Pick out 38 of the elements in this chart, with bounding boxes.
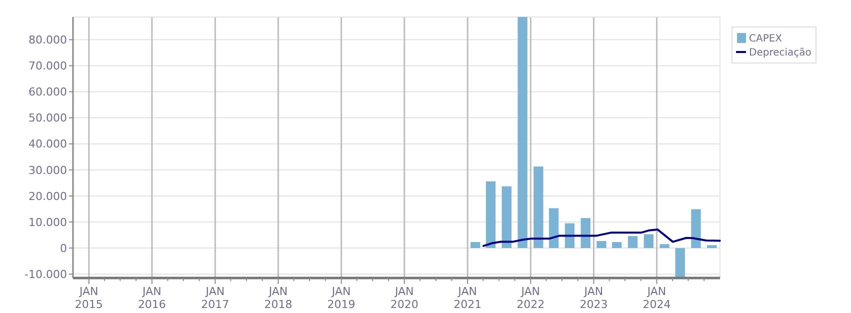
y-tick-label: 80.000 [28,34,67,47]
legend-label: CAPEX [749,34,782,44]
bar [628,236,638,248]
y-tick-label: 60.000 [28,86,67,99]
bar [644,234,654,248]
bar [518,17,528,248]
y-tick-label: 50.000 [28,112,67,125]
bar [502,186,512,248]
y-tick-label: 0 [60,242,67,255]
y-tick-label: 20.000 [28,190,67,203]
x-tick-label: JAN 2024 [642,285,671,311]
bar [580,218,590,248]
bar [660,244,670,248]
x-tick-label: JAN 2023 [580,285,608,311]
x-tick-label: JAN 2018 [264,285,292,311]
y-tick-label: 40.000 [28,138,67,151]
bar [596,241,606,248]
line-series [482,228,721,247]
x-tick-label: JAN 2020 [390,285,418,311]
x-tick-label: JAN 2017 [201,285,230,311]
x-tick-label: JAN 2015 [74,285,103,311]
bar [486,181,496,248]
bar [470,242,480,248]
y-tick-label: 10.000 [28,216,67,229]
legend-label: Depreciação [749,48,812,58]
x-tick-label: JAN 2016 [138,285,166,311]
bar [707,245,717,248]
y-tick-label: 70.000 [28,60,67,73]
bar [612,242,622,248]
y-tick-label: -10.000 [24,268,67,281]
bar [548,208,559,248]
bar [534,166,544,248]
bar [675,248,685,278]
x-tick-label: JAN 2019 [327,285,356,311]
y-tick-label: 30.000 [28,164,67,177]
bar [691,209,701,248]
x-tick-label: JAN 2022 [516,285,545,311]
x-tick-label: JAN 2021 [454,285,482,311]
